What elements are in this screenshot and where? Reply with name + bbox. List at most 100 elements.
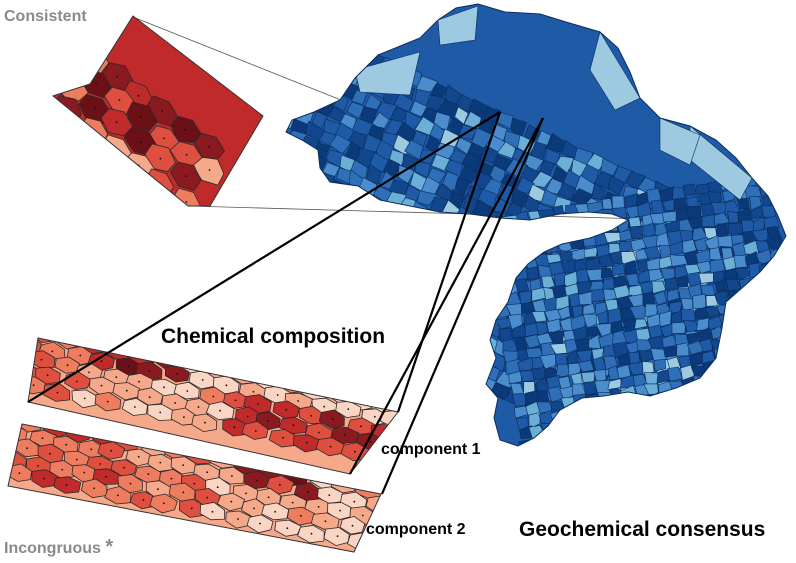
map-parcel bbox=[714, 412, 731, 431]
map-parcel bbox=[753, 315, 771, 335]
map-parcel bbox=[528, 412, 541, 430]
map-parcel bbox=[237, 209, 257, 225]
map-parcel bbox=[514, 278, 530, 293]
map-parcel bbox=[734, 353, 755, 371]
cell-centroid bbox=[138, 258, 140, 260]
map-parcel bbox=[582, 380, 597, 396]
map-parcel bbox=[266, 147, 282, 169]
map-cell bbox=[28, 376, 46, 395]
map-cell bbox=[98, 153, 133, 184]
cell-centroid bbox=[8, 381, 10, 383]
cell-centroid bbox=[394, 418, 396, 421]
map-parcel bbox=[369, 267, 388, 287]
cell-centroid bbox=[237, 518, 239, 520]
map-parcel bbox=[194, 245, 211, 261]
map-cell bbox=[122, 224, 154, 252]
cell-centroid bbox=[174, 402, 177, 404]
map-parcel bbox=[212, 236, 228, 256]
map-parcel bbox=[725, 335, 739, 349]
cell-centroid bbox=[182, 491, 185, 494]
map-parcel bbox=[648, 410, 669, 430]
map-parcel bbox=[711, 393, 724, 411]
map-parcel bbox=[305, 224, 328, 245]
map-parcel bbox=[630, 417, 653, 435]
map-parcel bbox=[712, 369, 730, 388]
cell-centroid bbox=[0, 151, 1, 153]
map-cell bbox=[53, 175, 68, 205]
map-parcel bbox=[727, 222, 744, 235]
map-parcel bbox=[778, 291, 786, 308]
map-parcel bbox=[515, 176, 535, 194]
map-parcel bbox=[698, 450, 716, 464]
map-cell bbox=[80, 213, 112, 241]
map-parcel bbox=[588, 212, 605, 225]
map-parcel bbox=[435, 223, 452, 246]
map-parcel bbox=[323, 259, 345, 283]
map-parcel bbox=[182, 236, 197, 255]
map-parcel bbox=[600, 415, 622, 437]
map-parcel bbox=[465, 298, 482, 318]
cell-centroid bbox=[362, 400, 365, 402]
map-parcel bbox=[707, 371, 722, 388]
map-cell bbox=[58, 171, 90, 200]
map-parcel bbox=[456, 353, 475, 370]
map-parcel bbox=[216, 258, 238, 275]
map-parcel bbox=[672, 387, 686, 404]
map-parcel bbox=[587, 403, 603, 419]
map-parcel bbox=[286, 212, 304, 235]
cell-centroid bbox=[323, 405, 326, 408]
map-cell bbox=[53, 151, 65, 181]
map-parcel bbox=[397, 310, 417, 331]
cell-centroid bbox=[274, 510, 276, 513]
map-parcel bbox=[628, 284, 643, 299]
map-parcel bbox=[355, 290, 379, 313]
cell-centroid bbox=[183, 416, 185, 419]
cell-centroid bbox=[287, 383, 290, 386]
map-parcel bbox=[692, 418, 712, 438]
cell-centroid bbox=[116, 195, 118, 198]
cell-centroid bbox=[167, 360, 170, 362]
map-parcel bbox=[247, 228, 266, 244]
map-parcel bbox=[591, 211, 611, 232]
map-parcel bbox=[736, 412, 754, 428]
map-parcel bbox=[289, 190, 313, 207]
consistent-label: Consistent bbox=[4, 8, 87, 25]
map-parcel bbox=[700, 437, 718, 446]
cell-centroid bbox=[292, 424, 295, 427]
map-parcel bbox=[731, 312, 747, 324]
map-parcel bbox=[624, 399, 641, 416]
map-cell bbox=[150, 221, 181, 247]
map-parcel bbox=[761, 409, 778, 423]
cell-centroid bbox=[68, 155, 71, 158]
map-parcel bbox=[682, 183, 697, 196]
map-parcel bbox=[499, 261, 513, 274]
cell-centroid bbox=[95, 225, 97, 227]
cell-centroid bbox=[176, 373, 179, 375]
cell-centroid bbox=[233, 426, 236, 429]
map-parcel bbox=[310, 41, 328, 62]
map-parcel bbox=[738, 346, 753, 360]
map-parcel bbox=[754, 373, 772, 391]
map-parcel bbox=[569, 292, 581, 308]
cell-centroid bbox=[276, 394, 279, 396]
map-parcel bbox=[501, 214, 519, 229]
map-cell bbox=[323, 527, 350, 547]
map-parcel bbox=[358, 221, 379, 238]
map-parcel bbox=[785, 391, 786, 407]
map-parcel bbox=[707, 191, 723, 205]
map-parcel bbox=[629, 304, 645, 319]
map-parcel bbox=[300, 93, 320, 114]
cell-centroid bbox=[12, 432, 15, 435]
map-cell bbox=[8, 459, 12, 478]
cell-centroid bbox=[185, 153, 188, 156]
map-parcel bbox=[630, 237, 647, 252]
incongruous-label: Incongruous * bbox=[4, 536, 113, 559]
cell-centroid bbox=[88, 371, 90, 374]
map-parcel bbox=[415, 231, 432, 250]
map-parcel bbox=[726, 413, 742, 428]
map-parcel bbox=[405, 256, 422, 276]
map-parcel bbox=[464, 368, 482, 388]
cell-centroid bbox=[116, 242, 118, 244]
cell-centroid bbox=[186, 390, 189, 392]
map-parcel bbox=[526, 224, 543, 247]
